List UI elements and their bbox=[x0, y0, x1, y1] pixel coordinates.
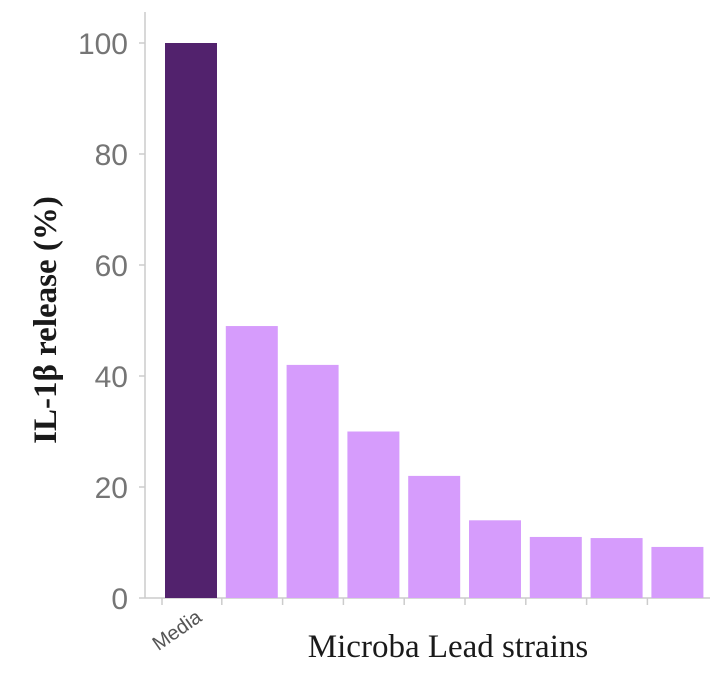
bar bbox=[651, 546, 704, 598]
y-axis-title: IL-1β release (%) bbox=[28, 196, 64, 444]
y-tick-label: 100 bbox=[78, 28, 128, 61]
bar bbox=[165, 43, 217, 598]
bar bbox=[408, 475, 461, 598]
bar bbox=[590, 538, 643, 598]
bar bbox=[469, 520, 521, 598]
x-axis-title: Microba Lead strains bbox=[308, 629, 588, 665]
y-tick-label: 60 bbox=[95, 250, 128, 283]
x-tick-label: Media bbox=[149, 606, 207, 656]
y-tick-label: 80 bbox=[95, 139, 128, 172]
y-axis: 0 20 40 60 80 100 bbox=[78, 12, 146, 616]
y-tick-label: 20 bbox=[95, 472, 128, 505]
bar bbox=[225, 326, 278, 598]
y-tick-label: 0 bbox=[111, 583, 128, 616]
y-tick-label: 40 bbox=[95, 361, 128, 394]
bar bbox=[286, 364, 339, 598]
bar bbox=[529, 536, 582, 598]
bars bbox=[165, 43, 704, 598]
bar bbox=[347, 431, 400, 598]
